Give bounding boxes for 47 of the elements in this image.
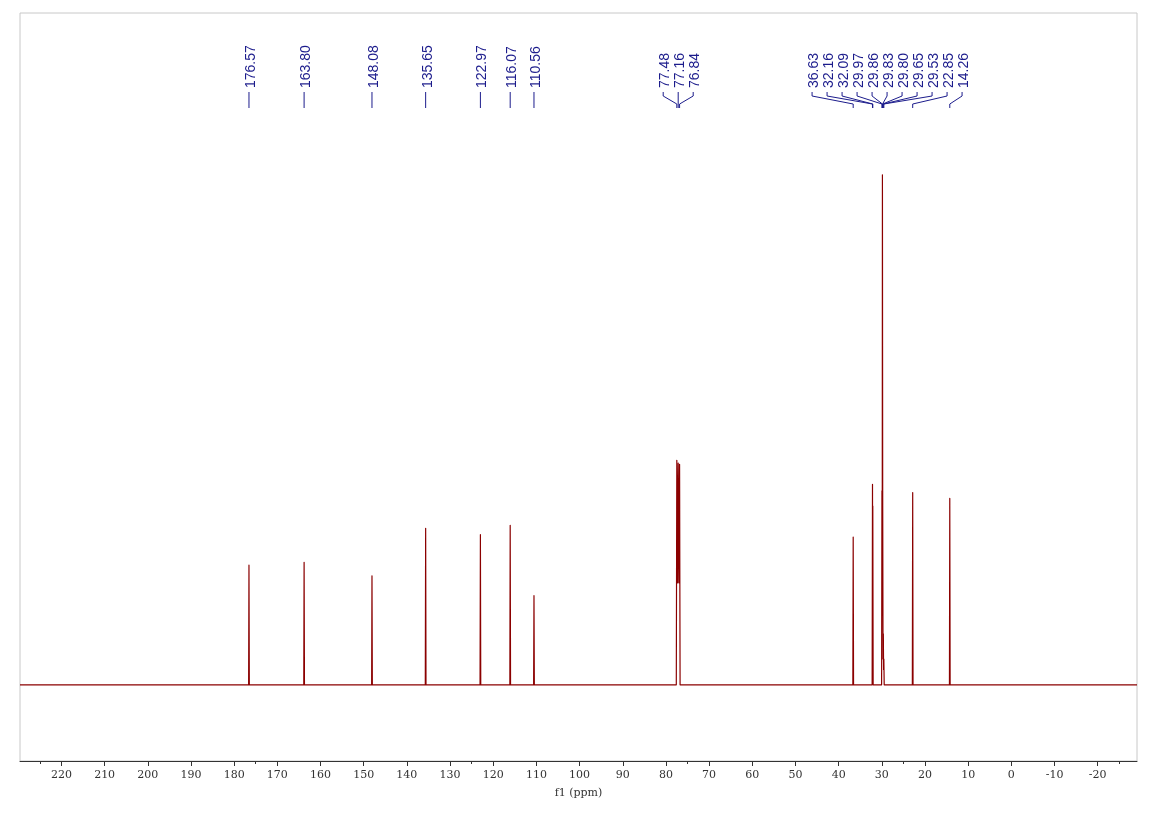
x-tick-label: 80 xyxy=(658,768,673,781)
x-tick-label: -20 xyxy=(1088,768,1107,781)
annotation: 110.56 xyxy=(526,46,543,88)
annotation: 29.86 xyxy=(865,52,882,88)
x-tick-label: 30 xyxy=(874,768,889,781)
x-tick-label: 210 xyxy=(94,768,116,781)
annotation: 32.16 xyxy=(820,52,837,88)
x-tick-label: 120 xyxy=(482,768,504,781)
annotation: 77.48 xyxy=(656,52,673,88)
x-tick-label: 10 xyxy=(961,768,976,781)
x-tick-label: 60 xyxy=(745,768,760,781)
x-tick-label: 110 xyxy=(525,768,547,781)
annotation: 29.65 xyxy=(910,52,927,88)
annotation: 76.84 xyxy=(686,52,703,88)
annotation: 29.83 xyxy=(880,52,897,88)
annotation: 29.97 xyxy=(850,52,867,88)
x-tick-label: -10 xyxy=(1045,768,1064,781)
x-tick-label: 220 xyxy=(50,768,72,781)
annotation: 77.16 xyxy=(671,52,688,88)
x-tick-label: 100 xyxy=(569,768,591,781)
x-tick-label: 50 xyxy=(788,768,803,781)
x-tick-label: 20 xyxy=(918,768,932,781)
annotation: 14.26 xyxy=(955,52,972,88)
x-axis-title: f1 (ppm) xyxy=(554,786,603,799)
x-tick-label: 180 xyxy=(223,768,245,781)
x-tick-label: 140 xyxy=(396,768,418,781)
x-tick-label: 160 xyxy=(310,768,332,781)
x-tick-label: 0 xyxy=(1007,768,1015,781)
annotation: 29.53 xyxy=(925,52,942,88)
annotation: 36.63 xyxy=(805,52,822,88)
annotation: 176.57 xyxy=(241,44,258,88)
x-tick-label: 200 xyxy=(137,768,159,781)
annotation: 148.08 xyxy=(364,44,381,88)
x-tick-label: 70 xyxy=(702,768,717,781)
annotation: 32.09 xyxy=(835,52,852,88)
x-tick-label: 40 xyxy=(831,768,846,781)
x-tick-label: 150 xyxy=(353,768,375,781)
annotation: 116.07 xyxy=(503,46,520,88)
annotation: 22.85 xyxy=(940,52,957,88)
annotation: 29.80 xyxy=(895,52,912,88)
annotation: 163.80 xyxy=(297,44,314,88)
x-tick-label: 90 xyxy=(615,768,630,781)
x-tick-label: 170 xyxy=(266,768,288,781)
x-tick-label: 130 xyxy=(439,768,461,781)
x-tick-label: 190 xyxy=(180,768,202,781)
annotation: 122.97 xyxy=(473,44,490,88)
annotation: 135.65 xyxy=(418,44,435,88)
